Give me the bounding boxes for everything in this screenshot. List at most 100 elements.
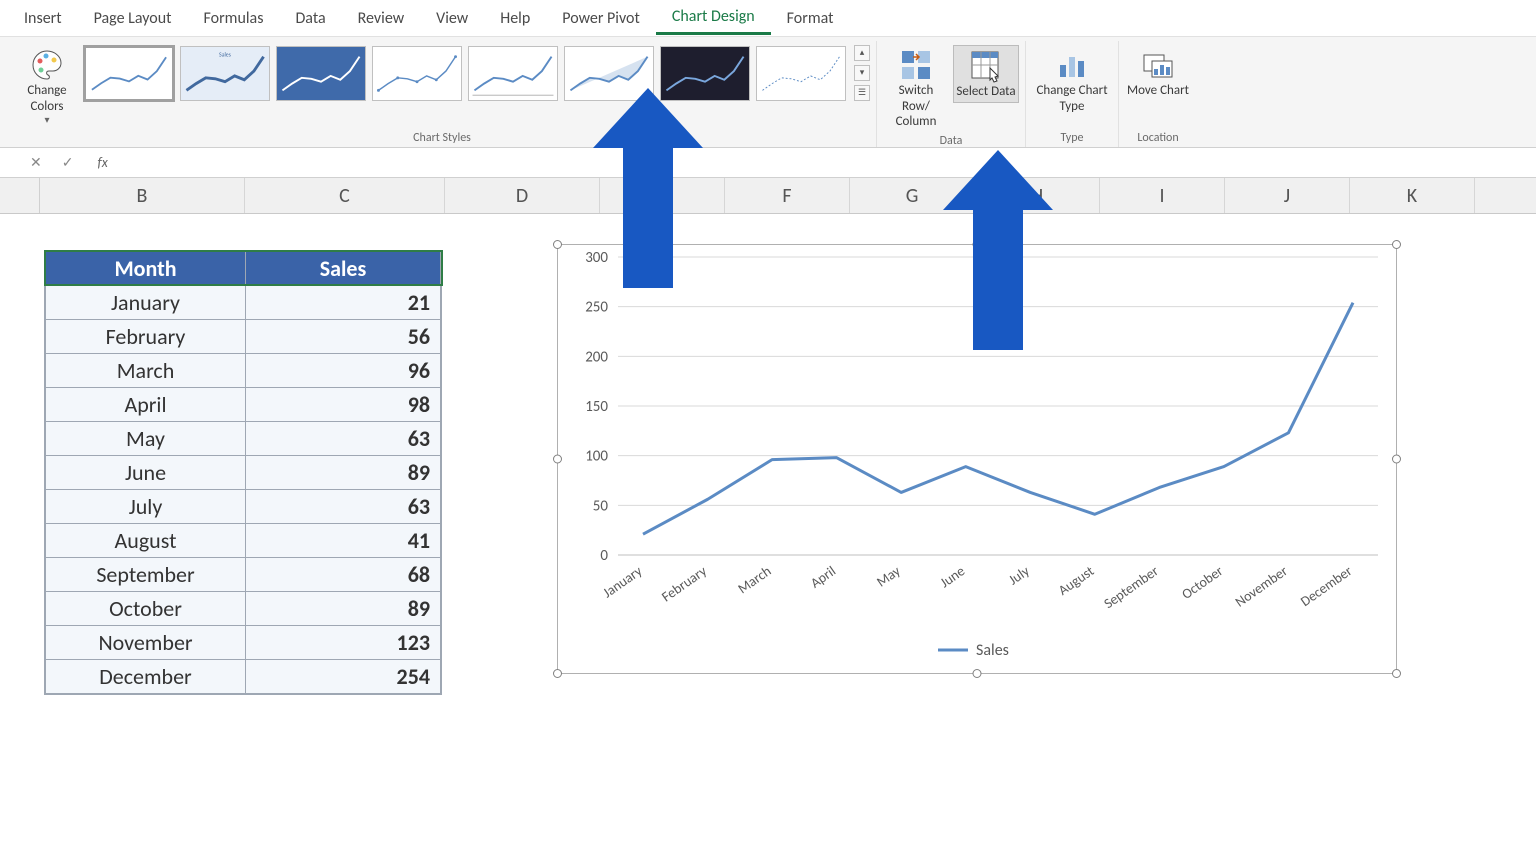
formula-cancel-icon[interactable]: ✕ [30, 154, 42, 171]
resize-handle-tl[interactable] [553, 240, 562, 249]
column-header-F[interactable]: F [725, 178, 850, 213]
table-cell-sales[interactable]: 63 [246, 422, 441, 456]
table-cell-month[interactable]: July [46, 490, 246, 524]
chart-style-3[interactable] [276, 46, 366, 101]
table-cell-sales[interactable]: 254 [246, 660, 441, 694]
resize-handle-tm[interactable] [973, 240, 982, 249]
table-cell-sales[interactable]: 123 [246, 626, 441, 660]
svg-text:0: 0 [600, 547, 608, 565]
column-header-G[interactable]: G [850, 178, 975, 213]
change-chart-type-button[interactable]: Change Chart Type [1032, 45, 1112, 116]
change-colors-button[interactable]: Change Colors ▾ [14, 45, 80, 128]
column-header-K[interactable]: K [1350, 178, 1475, 213]
tab-page-layout[interactable]: Page Layout [78, 3, 188, 34]
column-header-I[interactable]: I [1100, 178, 1225, 213]
svg-text:300: 300 [585, 249, 608, 267]
resize-handle-mr[interactable] [1392, 455, 1401, 464]
svg-text:December: December [1297, 562, 1355, 610]
table-row[interactable]: February56 [46, 320, 441, 354]
table-cell-sales[interactable]: 89 [246, 592, 441, 626]
table-row[interactable]: November123 [46, 626, 441, 660]
formula-accept-icon[interactable]: ✓ [62, 154, 74, 171]
table-cell-month[interactable]: June [46, 456, 246, 490]
svg-text:Sales: Sales [219, 50, 232, 58]
style-scroll-up-icon[interactable]: ▴ [854, 45, 870, 61]
table-row[interactable]: December254 [46, 660, 441, 694]
resize-handle-bl[interactable] [553, 669, 562, 678]
fx-icon[interactable]: fx [97, 154, 107, 171]
select-data-label: Select Data [956, 84, 1015, 100]
table-cell-month[interactable]: August [46, 524, 246, 558]
tab-review[interactable]: Review [342, 3, 421, 34]
move-chart-icon [1140, 47, 1176, 83]
table-cell-sales[interactable]: 63 [246, 490, 441, 524]
move-chart-button[interactable]: Move Chart [1125, 45, 1191, 101]
tab-insert[interactable]: Insert [8, 3, 78, 34]
table-row[interactable]: March96 [46, 354, 441, 388]
column-header-C[interactable]: C [245, 178, 445, 213]
svg-text:October: October [1179, 562, 1227, 603]
svg-text:200: 200 [585, 348, 608, 366]
table-row[interactable]: January21 [46, 286, 441, 320]
table-row[interactable]: October89 [46, 592, 441, 626]
table-header-month: Month [46, 252, 246, 286]
column-header-H[interactable]: H [975, 178, 1100, 213]
table-row[interactable]: July63 [46, 490, 441, 524]
table-row[interactable]: April98 [46, 388, 441, 422]
tab-chart-design[interactable]: Chart Design [656, 1, 771, 35]
table-cell-month[interactable]: March [46, 354, 246, 388]
table-cell-sales[interactable]: 21 [246, 286, 441, 320]
resize-handle-tr[interactable] [1392, 240, 1401, 249]
table-cell-month[interactable]: December [46, 660, 246, 694]
tab-data[interactable]: Data [279, 3, 341, 34]
table-cell-sales[interactable]: 89 [246, 456, 441, 490]
table-cell-sales[interactable]: 56 [246, 320, 441, 354]
column-header-B[interactable]: B [40, 178, 245, 213]
table-cell-month[interactable]: April [46, 388, 246, 422]
chart-style-5[interactable] [468, 46, 558, 101]
chart-object[interactable]: 050100150200250300JanuaryFebruaryMarchAp… [557, 244, 1397, 674]
tab-formulas[interactable]: Formulas [188, 3, 280, 34]
svg-text:100: 100 [585, 448, 608, 466]
chart-style-6[interactable] [564, 46, 654, 101]
table-cell-month[interactable]: October [46, 592, 246, 626]
svg-text:January: January [600, 562, 646, 601]
svg-text:February: February [658, 562, 710, 605]
resize-handle-bm[interactable] [973, 669, 982, 678]
table-row[interactable]: September68 [46, 558, 441, 592]
chart-style-1[interactable] [84, 46, 174, 101]
column-header-E[interactable]: E [600, 178, 725, 213]
style-scroll-more-icon[interactable]: ☰ [854, 85, 870, 101]
table-row[interactable]: May63 [46, 422, 441, 456]
resize-handle-br[interactable] [1392, 669, 1401, 678]
chart-style-8[interactable] [756, 46, 846, 101]
select-data-button[interactable]: Select Data [953, 45, 1019, 103]
tab-format[interactable]: Format [771, 3, 850, 34]
table-cell-sales[interactable]: 41 [246, 524, 441, 558]
table-cell-month[interactable]: September [46, 558, 246, 592]
switch-row-column-button[interactable]: Switch Row/ Column [883, 45, 949, 132]
table-cell-sales[interactable]: 68 [246, 558, 441, 592]
table-row[interactable]: June89 [46, 456, 441, 490]
chart-style-2[interactable]: Sales [180, 46, 270, 101]
chart-style-4[interactable] [372, 46, 462, 101]
table-cell-month[interactable]: January [46, 286, 246, 320]
column-header-J[interactable]: J [1225, 178, 1350, 213]
chart-style-7[interactable] [660, 46, 750, 101]
worksheet-area[interactable]: Month Sales January21February56March96Ap… [0, 214, 1536, 864]
tab-help[interactable]: Help [484, 3, 546, 34]
table-cell-month[interactable]: May [46, 422, 246, 456]
table-cell-sales[interactable]: 96 [246, 354, 441, 388]
svg-text:Sales: Sales [976, 641, 1009, 660]
tab-view[interactable]: View [420, 3, 484, 34]
table-row[interactable]: August41 [46, 524, 441, 558]
tab-power-pivot[interactable]: Power Pivot [546, 3, 656, 34]
select-all-triangle[interactable] [0, 178, 40, 213]
resize-handle-ml[interactable] [553, 455, 562, 464]
table-cell-month[interactable]: February [46, 320, 246, 354]
style-scroll-down-icon[interactable]: ▾ [854, 65, 870, 81]
column-header-D[interactable]: D [445, 178, 600, 213]
table-cell-sales[interactable]: 98 [246, 388, 441, 422]
table-cell-month[interactable]: November [46, 626, 246, 660]
svg-text:June: June [937, 562, 968, 591]
